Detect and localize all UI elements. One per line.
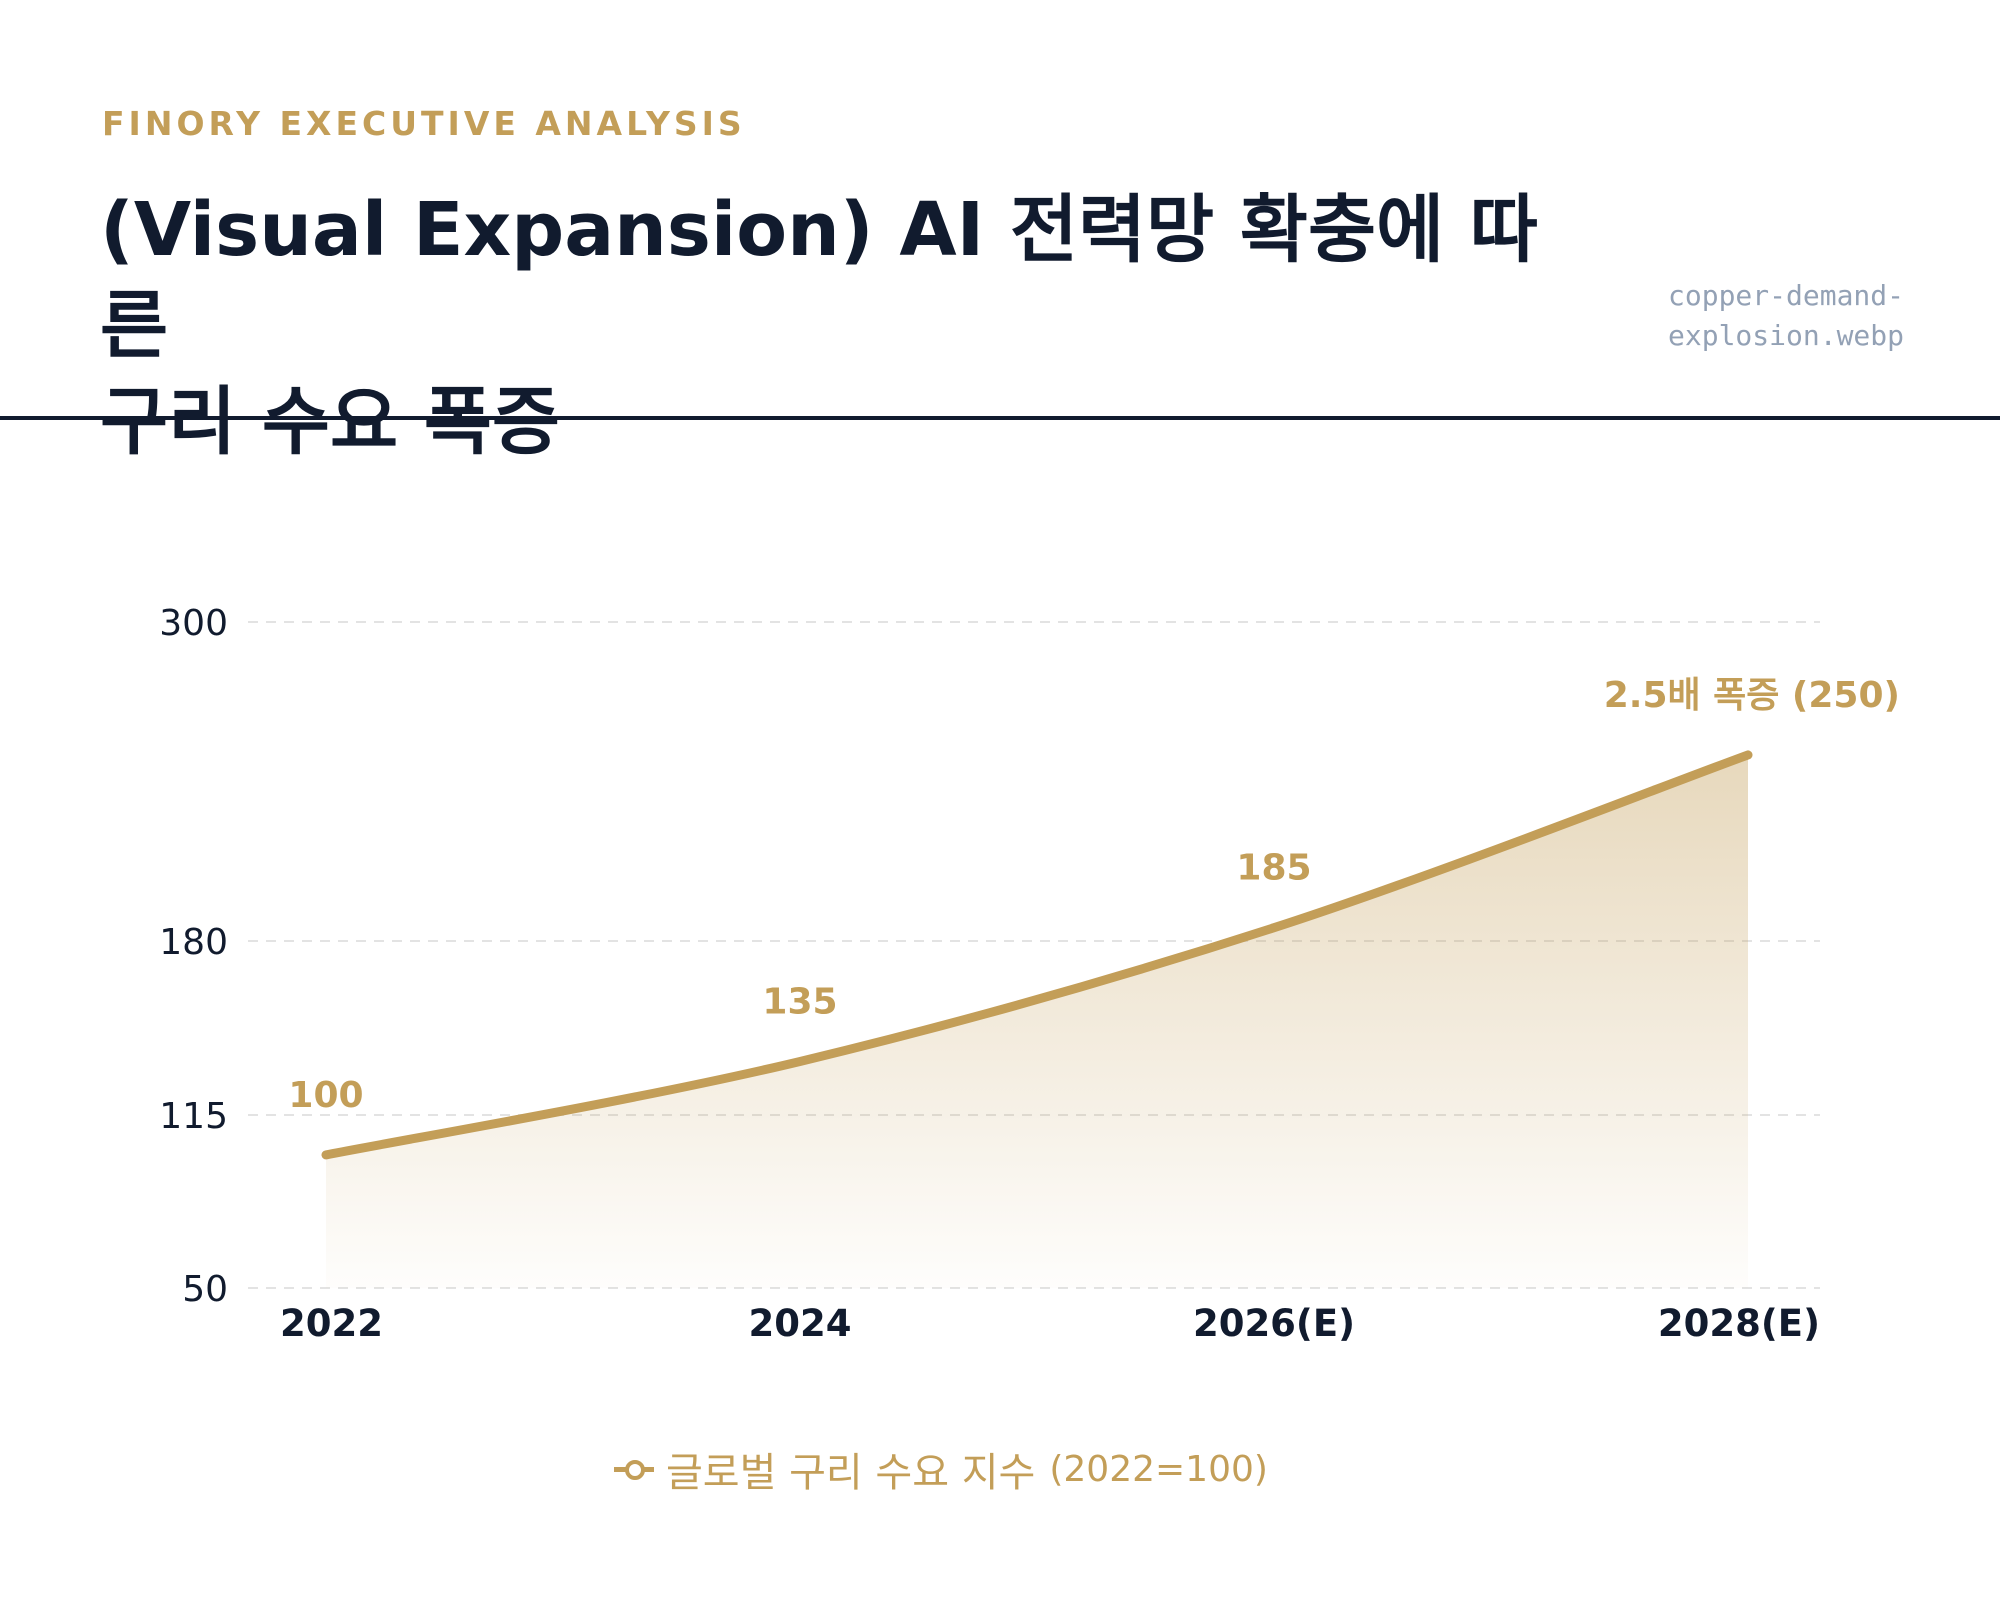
legend-line-marker-icon <box>614 1457 654 1481</box>
y-tick-label: 180 <box>159 922 228 963</box>
data-label: 2.5배 폭증 (250) <box>1604 675 1900 716</box>
legend-label: 글로벌 구리 수요 지수 <box>666 1450 1036 1496</box>
y-axis: 50 115 180 300 <box>159 603 228 1310</box>
data-labels: 100 135 185 2.5배 폭증 (250) <box>288 675 1900 1116</box>
x-tick-label: 2028(E) <box>1658 1302 1820 1345</box>
data-label: 100 <box>288 1075 363 1116</box>
filename-label: copper-demand- explosion.webp <box>1668 276 1918 356</box>
title-line-1: (Visual Expansion) AI 전력망 확충에 따른 <box>100 187 1538 369</box>
series-line <box>321 750 1753 1160</box>
legend-unit: (2022=100) <box>1049 1448 1268 1490</box>
page-title: (Visual Expansion) AI 전력망 확충에 따른 구리 수요 폭… <box>100 182 1600 470</box>
y-tick-label: 300 <box>159 603 228 644</box>
y-tick-label: 115 <box>159 1096 228 1137</box>
chart-legend: 글로벌 구리 수요 지수 (2022=100) <box>614 1440 1268 1498</box>
filename-line-1: copper-demand- <box>1668 279 1905 312</box>
filename-line-2: explosion.webp <box>1668 319 1905 352</box>
data-label: 185 <box>1236 848 1311 889</box>
report-kicker: FINORY EXECUTIVE ANALYSIS <box>102 104 746 143</box>
y-tick-label: 50 <box>182 1269 228 1310</box>
x-axis: 2022 2024 2026(E) 2028(E) <box>280 1302 1820 1345</box>
header-divider <box>0 416 2000 420</box>
x-tick-label: 2024 <box>749 1302 852 1345</box>
title-line-2: 구리 수요 폭증 <box>100 379 561 465</box>
x-tick-label: 2022 <box>280 1302 383 1345</box>
data-label: 135 <box>762 981 837 1022</box>
x-tick-label: 2026(E) <box>1193 1302 1355 1345</box>
